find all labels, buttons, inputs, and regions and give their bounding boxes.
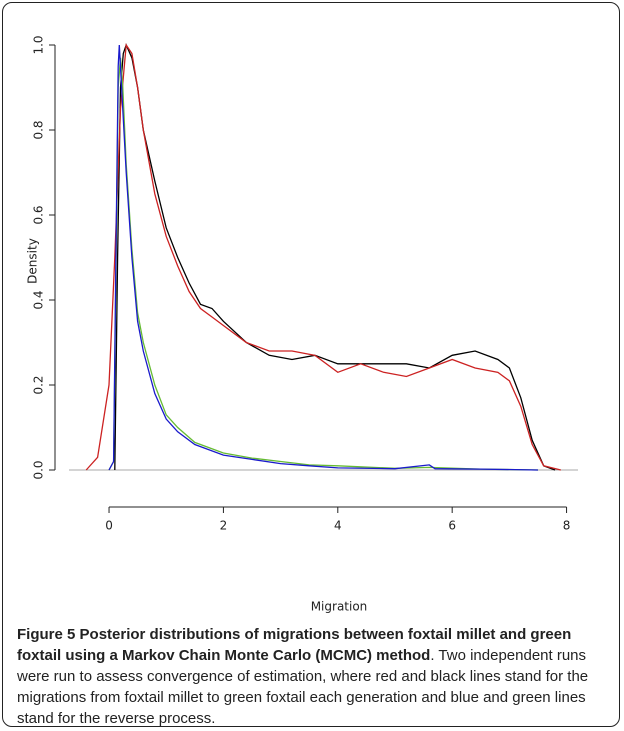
- y-axis-label: Density: [26, 238, 40, 284]
- density-line: [108, 44, 539, 471]
- x-tick-label: 8: [563, 519, 571, 533]
- y-tick-label: 0.6: [32, 205, 46, 224]
- chart: Migration Density 0 2 4 6 8 0.0 0.2 0.4 0.6 0.8 1.…: [26, 35, 578, 614]
- density-line: [85, 43, 561, 471]
- y-tick-label: 0.0: [32, 460, 46, 479]
- x-axis-label: Migration: [311, 600, 368, 614]
- y-tick-label: 1.0: [32, 35, 46, 54]
- density-line: [108, 57, 539, 471]
- caption-text: . Two independent runs were run to asses…: [17, 647, 589, 727]
- y-tick-label: 0.8: [32, 120, 46, 139]
- y-tick-label: 0.4: [32, 290, 46, 309]
- x-tick-label: 6: [448, 519, 456, 533]
- x-tick-label: 2: [220, 519, 228, 533]
- caption-title: Posterior distributions of migrations be…: [17, 626, 572, 664]
- y-tick-label: 0.2: [32, 375, 46, 394]
- density-line: [114, 43, 556, 471]
- x-tick-label: 0: [105, 519, 113, 533]
- caption: Figure 5 Posterior distributions of migr…: [17, 624, 609, 727]
- caption-label: Figure 5: [17, 626, 76, 643]
- x-tick-label: 4: [334, 519, 342, 533]
